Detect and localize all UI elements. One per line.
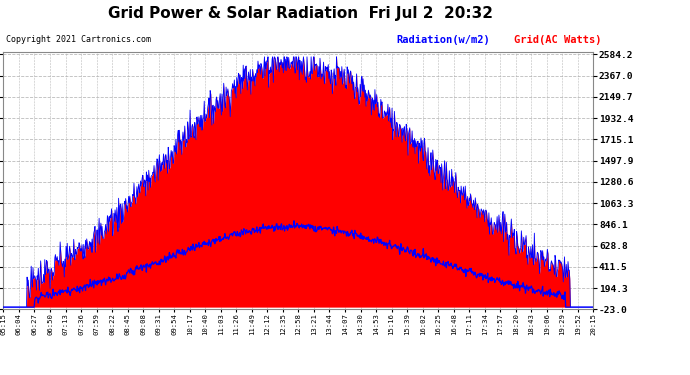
Text: Grid(AC Watts): Grid(AC Watts)	[514, 34, 602, 45]
Text: Radiation(w/m2): Radiation(w/m2)	[397, 34, 491, 45]
Text: Grid Power & Solar Radiation  Fri Jul 2  20:32: Grid Power & Solar Radiation Fri Jul 2 2…	[108, 6, 493, 21]
Text: Copyright 2021 Cartronics.com: Copyright 2021 Cartronics.com	[6, 34, 150, 44]
